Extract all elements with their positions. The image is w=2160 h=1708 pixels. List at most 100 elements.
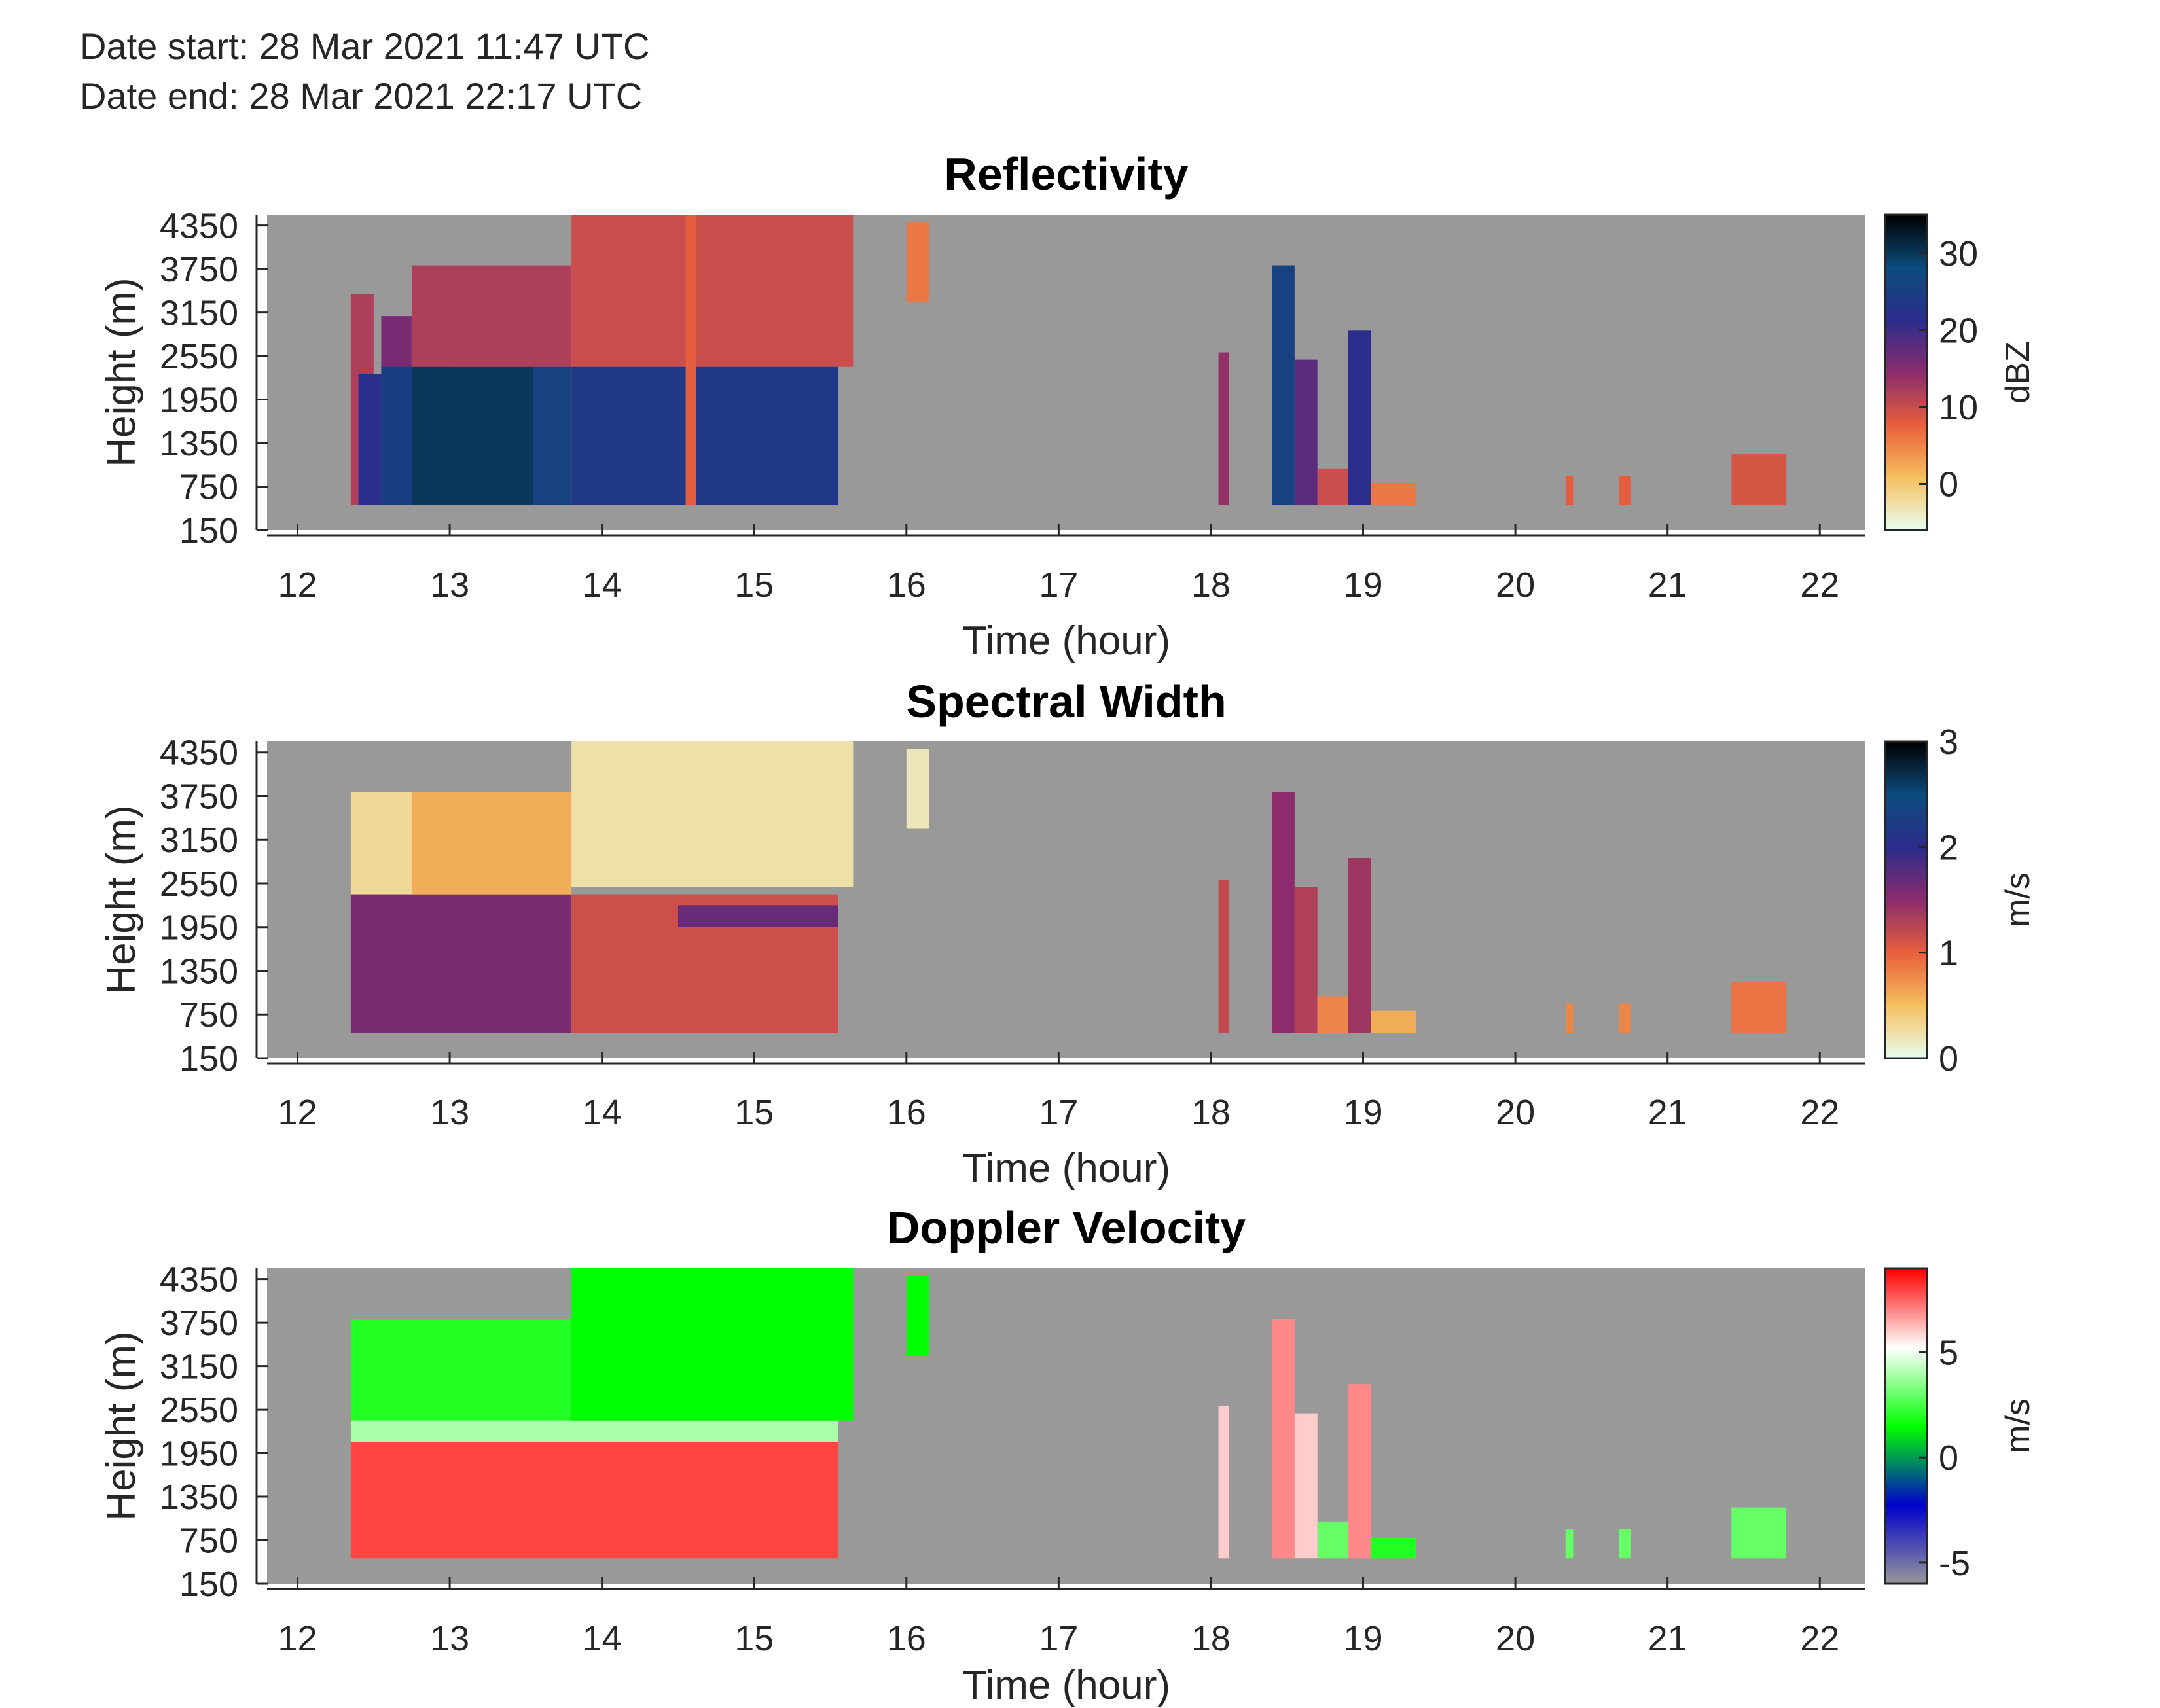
colorbar-step <box>1885 399 1927 402</box>
colorbar-step <box>1885 251 1927 255</box>
colorbar-step <box>1885 1476 1927 1480</box>
colorbar-step <box>1885 1410 1927 1414</box>
heatmap-cell-11 <box>906 222 929 302</box>
colorbar-step <box>1885 942 1927 946</box>
y-tick-label: 3150 <box>160 294 238 333</box>
colorbar-step <box>1885 968 1927 972</box>
colorbar-step <box>1885 272 1927 276</box>
colorbar-step <box>1885 443 1927 447</box>
colorbar-step <box>1885 1546 1927 1550</box>
colorbar-step <box>1885 860 1927 864</box>
colorbar-step <box>1885 1520 1927 1524</box>
colorbar-step <box>1885 1042 1927 1046</box>
colorbar-step <box>1885 435 1927 439</box>
colorbar-step <box>1885 891 1927 895</box>
colorbar-step <box>1885 1352 1927 1356</box>
colorbar-step <box>1885 230 1927 234</box>
colorbar-step <box>1885 314 1927 318</box>
colorbar-step <box>1885 984 1927 988</box>
colorbar-step <box>1885 474 1927 478</box>
colorbar-step <box>1885 217 1927 221</box>
colorbar-step <box>1885 446 1927 450</box>
colorbar-step <box>1885 1426 1927 1430</box>
colorbar-label: dBZ <box>1999 341 2037 403</box>
colorbar-step <box>1885 1050 1927 1054</box>
x-tick-label: 20 <box>1496 1093 1535 1132</box>
colorbar-step <box>1885 1578 1927 1582</box>
colorbar-step <box>1885 1429 1927 1432</box>
colorbar-step <box>1885 419 1927 423</box>
heatmap-cell-5 <box>411 366 533 505</box>
colorbar-step <box>1885 923 1927 927</box>
colorbar-step <box>1885 257 1927 260</box>
colorbar-step <box>1885 886 1927 890</box>
x-tick-label: 12 <box>278 565 317 605</box>
colorbar-frame <box>1884 740 1928 1059</box>
colorbar-step <box>1885 417 1927 421</box>
colorbar-step <box>1885 1284 1927 1288</box>
colorbar-step <box>1885 1018 1927 1022</box>
colorbar-step <box>1885 1573 1927 1576</box>
colorbar-step <box>1885 325 1927 329</box>
colorbar-step <box>1885 364 1927 368</box>
colorbar-step <box>1885 799 1927 803</box>
heatmap-cell-16 <box>1731 982 1787 1033</box>
panel-title: Doppler Velocity <box>887 1202 1246 1253</box>
colorbar-step <box>1885 490 1927 494</box>
heatmap-cell-8 <box>571 215 854 367</box>
colorbar-step <box>1885 304 1927 308</box>
colorbar-step <box>1885 404 1927 408</box>
colorbar-step <box>1885 783 1927 787</box>
colorbar-step <box>1885 852 1927 856</box>
colorbar-step <box>1885 477 1927 481</box>
heatmap-cell-9 <box>1271 792 1295 1033</box>
colorbar-step <box>1885 1339 1927 1343</box>
colorbar-step <box>1885 1523 1927 1527</box>
colorbar-step <box>1885 1528 1927 1532</box>
heatmap-cell-6 <box>677 905 838 927</box>
colorbar-step <box>1885 1039 1927 1043</box>
colorbar-step <box>1885 1037 1927 1041</box>
colorbar-step <box>1885 1349 1927 1353</box>
y-tick-label: 3150 <box>160 821 238 860</box>
colorbar-step <box>1885 1525 1927 1529</box>
x-axis-label: Time (hour) <box>962 618 1170 664</box>
colorbar-step <box>1885 430 1927 434</box>
colorbar-step <box>1885 1362 1927 1366</box>
colorbar-tick-label: 0 <box>1939 1039 1958 1078</box>
colorbar-tick-label: 2 <box>1939 828 1958 867</box>
colorbar-step <box>1885 1029 1927 1033</box>
colorbar-step <box>1885 222 1927 226</box>
colorbar-step <box>1885 1383 1927 1387</box>
colorbar-step <box>1885 228 1927 232</box>
colorbar-step <box>1885 522 1927 525</box>
colorbar-step <box>1885 812 1927 816</box>
colorbar-step <box>1885 1336 1927 1340</box>
colorbar-step <box>1885 1399 1927 1403</box>
colorbar-step <box>1885 1376 1927 1379</box>
x-tick-label: 15 <box>734 565 774 605</box>
colorbar-step <box>1885 997 1927 1001</box>
heatmap-cell-15 <box>1317 468 1348 505</box>
colorbar-step <box>1885 1302 1927 1306</box>
colorbar-step <box>1885 1326 1927 1330</box>
heatmap-cell-2 <box>350 894 572 1033</box>
x-axis-label: Time (hour) <box>962 1146 1170 1191</box>
x-tick-label: 19 <box>1343 565 1382 605</box>
x-tick-label: 21 <box>1648 565 1687 605</box>
colorbar-step <box>1885 1565 1927 1569</box>
colorbar-step <box>1885 296 1927 300</box>
colorbar-tick-label: 0 <box>1939 465 1958 504</box>
colorbar-step <box>1885 963 1927 967</box>
y-tick-label: 1350 <box>160 424 238 463</box>
colorbar-step <box>1885 955 1927 959</box>
colorbar-step <box>1885 747 1927 751</box>
colorbar-step <box>1885 275 1927 279</box>
y-tick-label: 3150 <box>160 1347 238 1387</box>
colorbar-step <box>1885 1310 1927 1314</box>
colorbar-step <box>1885 1552 1927 1556</box>
date-end-text: Date end: 28 Mar 2021 22:17 UTC <box>80 75 642 116</box>
colorbar-step <box>1885 970 1927 974</box>
colorbar-step <box>1885 1323 1927 1327</box>
